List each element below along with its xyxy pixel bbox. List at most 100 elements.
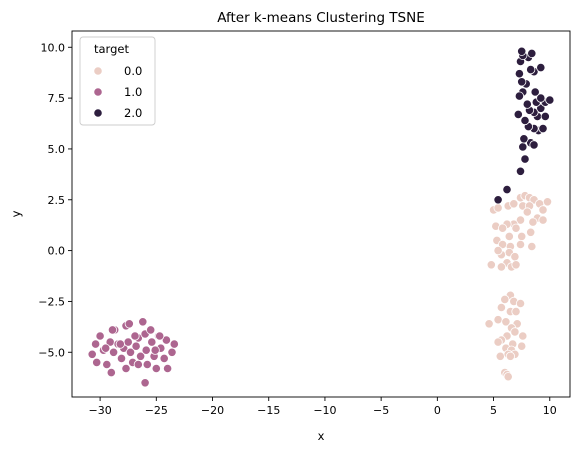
point-series-0-43 [516,299,524,307]
point-series-1-21 [139,318,147,326]
y-tick-label-2: 0.0 [48,245,66,258]
point-series-2-35 [528,49,536,57]
x-tick-label-4: −10 [313,404,336,417]
point-series-0-16 [529,218,537,226]
y-tick-label-6: 10.0 [41,41,66,54]
point-series-2-32 [537,63,545,71]
legend-label-1: 1.0 [124,85,142,99]
point-series-0-47 [494,316,502,324]
point-series-2-14 [541,112,549,120]
y-tick-label-4: 5.0 [48,143,66,156]
point-series-1-2 [96,332,104,340]
point-series-2-4 [519,143,527,151]
point-series-1-43 [156,332,164,340]
point-series-1-33 [163,364,171,372]
y-tick-label-3: 2.5 [48,194,66,207]
legend-marker-2 [94,109,102,117]
y-tick-label-1: −2.5 [38,295,65,308]
point-series-2-37 [518,47,526,55]
point-series-1-24 [143,360,151,368]
point-series-0-15 [539,216,547,224]
point-series-0-21 [498,224,506,232]
x-tick-label-5: −5 [373,404,389,417]
point-series-2-31 [527,65,535,73]
point-series-1-18 [132,342,140,350]
point-series-2-2 [516,167,524,175]
point-series-2-23 [531,88,539,96]
point-series-1-34 [168,348,176,356]
point-series-1-11 [117,354,125,362]
point-series-1-14 [125,320,133,328]
point-series-0-23 [527,228,535,236]
legend-title: target [94,42,129,56]
point-series-0-44 [497,303,505,311]
point-series-2-9 [539,124,547,132]
point-series-2-25 [514,110,522,118]
point-series-1-23 [142,346,150,354]
point-series-1-8 [109,348,117,356]
point-series-1-1 [91,340,99,348]
point-series-1-41 [116,340,124,348]
point-series-0-54 [519,332,527,340]
x-tick-label-1: −25 [145,404,168,417]
point-series-0-46 [512,307,520,315]
point-series-2-3 [521,155,529,163]
point-series-2-6 [530,141,538,149]
legend-label-2: 2.0 [124,106,142,120]
point-series-0-38 [512,261,520,269]
point-series-0-67 [504,373,512,381]
point-series-1-26 [148,338,156,346]
x-tick-label-3: −15 [257,404,280,417]
point-series-0-39 [487,261,495,269]
x-tick-label-2: −20 [201,404,224,417]
legend-marker-1 [94,88,102,96]
point-series-0-64 [506,352,514,360]
x-axis-label: x [318,429,325,443]
point-series-2-26 [515,92,523,100]
point-series-0-41 [501,295,509,303]
point-series-0-56 [494,338,502,346]
point-series-0-36 [497,263,505,271]
point-series-1-42 [151,346,159,354]
point-series-1-15 [124,338,132,346]
x-tick-label-0: −30 [88,404,111,417]
point-series-0-3 [510,200,518,208]
point-series-1-44 [131,332,139,340]
point-series-2-30 [515,70,523,78]
point-series-0-34 [511,253,519,261]
point-series-2-1 [503,185,511,193]
y-axis-label: y [9,210,23,217]
point-series-2-21 [546,96,554,104]
point-series-0-62 [496,352,504,360]
point-series-1-40 [102,344,110,352]
point-series-1-3 [93,358,101,366]
point-series-0-11 [543,198,551,206]
point-series-2-12 [521,116,529,124]
point-series-0-30 [528,242,536,250]
x-tick-label-6: 0 [434,404,441,417]
legend: target 0.0 1.0 2.0 [80,37,155,125]
x-tick-label-8: 10 [543,404,557,417]
point-series-1-25 [147,326,155,334]
point-series-1-6 [107,368,115,376]
point-series-0-29 [516,240,524,248]
point-series-0-22 [512,224,520,232]
point-series-1-5 [103,360,111,368]
point-series-2-28 [518,78,526,86]
y-tick-label-0: −5.0 [38,346,65,359]
point-series-1-35 [170,340,178,348]
point-series-0-12 [539,206,547,214]
point-series-1-28 [152,364,160,372]
legend-label-0: 0.0 [124,64,142,78]
point-series-2-7 [520,135,528,143]
point-series-0-13 [523,208,531,216]
point-series-0-33 [494,246,502,254]
point-series-1-31 [160,354,168,362]
point-series-0-24 [518,232,526,240]
point-series-0-58 [518,342,526,350]
point-series-1-37 [122,364,130,372]
y-tick-label-5: 7.5 [48,92,66,105]
point-series-0-49 [485,320,493,328]
point-series-1-36 [108,326,116,334]
